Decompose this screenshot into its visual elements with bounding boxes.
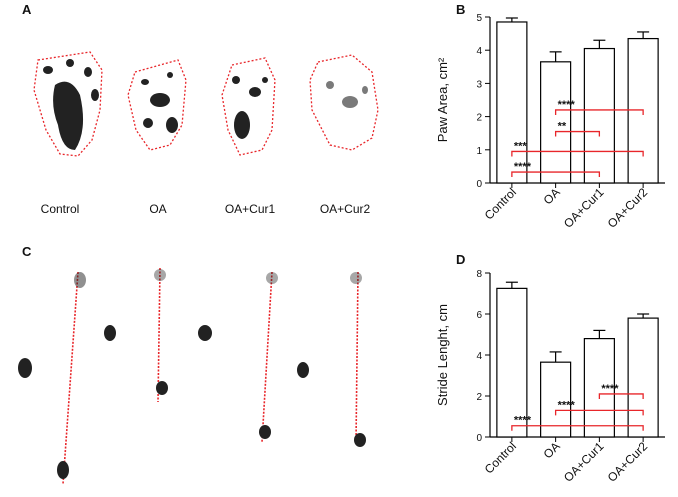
- bar: [540, 361, 572, 438]
- panel-label: B: [456, 2, 465, 17]
- bar: [583, 47, 615, 184]
- paw-prints: [33, 51, 379, 157]
- y-tick-label: 4: [476, 46, 482, 57]
- significance-bracket: [554, 109, 644, 115]
- y-tick-label: 6: [476, 310, 482, 321]
- significance-bracket: [554, 130, 601, 137]
- significance-label: **: [558, 121, 567, 133]
- caption: Control: [41, 202, 80, 216]
- panel-label: C: [22, 244, 32, 259]
- significance-label: ****: [558, 99, 576, 111]
- caption: OA: [149, 202, 166, 216]
- y-tick-label: 3: [476, 79, 482, 90]
- caption: OA+Cur2: [320, 202, 371, 216]
- y-tick-label: 2: [476, 392, 482, 403]
- significance-bracket: [598, 393, 644, 399]
- y-tick-label: 0: [476, 433, 482, 444]
- bar: [496, 287, 528, 438]
- y-tick-label: 2: [476, 113, 482, 124]
- significance-bracket: [511, 150, 644, 157]
- y-tick-label: 0: [476, 179, 482, 190]
- y-axis-label: Stride Lenght, cm: [435, 304, 450, 406]
- footprints: [18, 267, 366, 485]
- panel-label: D: [456, 252, 465, 267]
- x-tick-label: OA+Cur2: [605, 185, 651, 231]
- x-tick-label: Control: [482, 439, 519, 476]
- y-axis-label: Paw Area, cm²: [435, 57, 450, 142]
- y-tick-label: 5: [476, 13, 482, 24]
- significance-bracket: [511, 171, 601, 178]
- bar: [540, 61, 572, 184]
- bar: [627, 317, 659, 438]
- x-tick-label: OA: [541, 439, 563, 461]
- x-tick-label: OA+Cur2: [605, 439, 651, 485]
- panel-label: A: [22, 2, 32, 17]
- y-tick-label: 8: [476, 269, 482, 280]
- x-tick-label: OA+Cur1: [561, 439, 607, 485]
- significance-label: ****: [514, 161, 532, 173]
- x-tick-label: OA+Cur1: [561, 185, 607, 231]
- significance-bracket: [554, 409, 644, 416]
- significance-label: ****: [558, 399, 576, 411]
- y-tick-label: 1: [476, 146, 482, 157]
- significance-label: ****: [514, 415, 532, 427]
- caption: OA+Cur1: [225, 202, 276, 216]
- x-tick-label: Control: [482, 185, 519, 222]
- significance-label: ****: [601, 383, 619, 395]
- x-tick-label: OA: [541, 185, 563, 207]
- y-tick-label: 4: [476, 351, 482, 362]
- bar: [496, 21, 528, 184]
- significance-label: ***: [514, 140, 528, 152]
- significance-bracket: [511, 425, 644, 431]
